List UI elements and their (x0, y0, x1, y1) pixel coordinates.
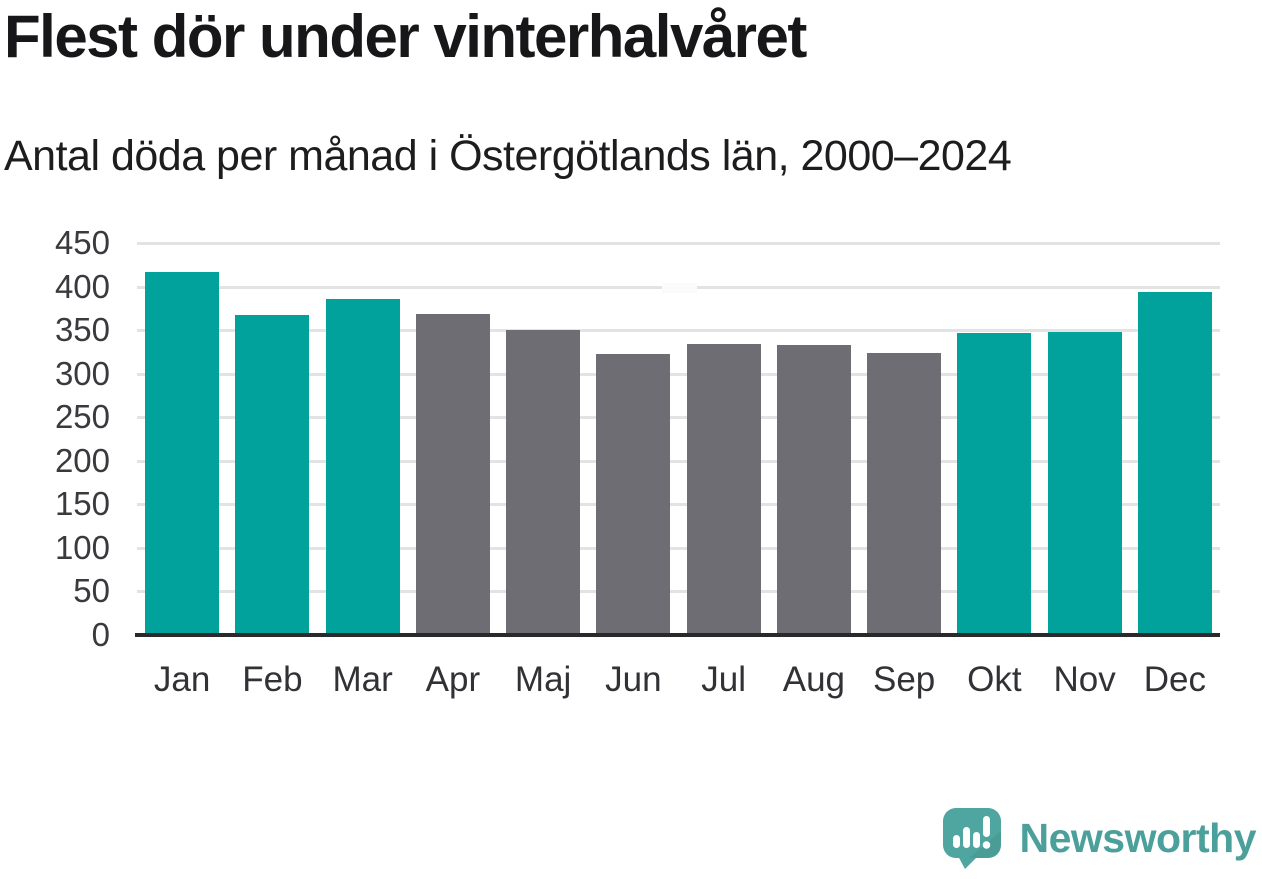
y-gridline (137, 372, 1220, 376)
page-title: Flest dör under vinterhalvåret (4, 3, 807, 70)
y-gridline (137, 546, 1220, 550)
y-gridline (137, 416, 1220, 420)
x-axis-tick-label: Sep (872, 660, 936, 699)
y-axis-tick-label: 400 (54, 267, 110, 305)
y-axis-tick-label: 100 (54, 528, 110, 566)
x-axis-tick-label: Mar (332, 660, 393, 699)
y-axis-tick-label: 200 (54, 441, 110, 479)
x-axis-tick-label: Okt (967, 660, 1022, 699)
x-axis-tick-label: Aug (782, 660, 846, 699)
x-axis-tick-label: Dec (1143, 660, 1206, 699)
speech-bubble-bar-chart-icon (942, 808, 1001, 869)
y-gridline (137, 459, 1220, 463)
y-gridline (137, 242, 1220, 245)
newsworthy-wordmark: Newsworthy (1019, 815, 1257, 861)
y-axis-tick-label: 150 (54, 485, 110, 523)
y-gridline (137, 329, 1220, 333)
x-axis-tick-label: Apr (425, 660, 481, 699)
bar-jan (145, 271, 220, 635)
bar-maj (506, 330, 581, 635)
x-axis-tick-label: Feb (242, 660, 303, 699)
y-axis-tick-label: 450 (54, 224, 110, 261)
x-axis-tick-label: Nov (1053, 660, 1116, 699)
y-gridline (137, 503, 1220, 507)
bar-mar (325, 298, 400, 635)
x-axis-tick-label: Maj (514, 660, 572, 699)
y-gridline (137, 590, 1220, 594)
bar-okt (957, 332, 1032, 635)
bar-sep (867, 352, 942, 635)
y-axis-tick-label: 350 (54, 311, 110, 349)
bar-jul (686, 344, 761, 635)
x-axis-line (135, 633, 1220, 637)
newsworthy-logo: Newsworthy (942, 807, 1257, 869)
y-axis-tick-label: 250 (54, 398, 110, 436)
y-axis-tick-label: 300 (54, 354, 110, 392)
x-axis-tick-label: Jul (701, 660, 746, 699)
x-axis-tick-label: Jan (153, 660, 211, 699)
y-axis-tick-label: 0 (91, 616, 110, 653)
x-axis-tick-label: Jun (605, 660, 662, 699)
bar-apr (415, 314, 490, 635)
bar-jun (596, 353, 671, 635)
bar-aug (776, 344, 851, 635)
bar-nov (1047, 331, 1122, 635)
bar-feb (235, 315, 310, 635)
bar-dec (1137, 291, 1212, 635)
chart-subtitle: Antal döda per månad i Östergötlands län… (4, 132, 1012, 180)
gridline-artifact (662, 283, 697, 293)
y-axis-tick-label: 50 (73, 572, 110, 610)
